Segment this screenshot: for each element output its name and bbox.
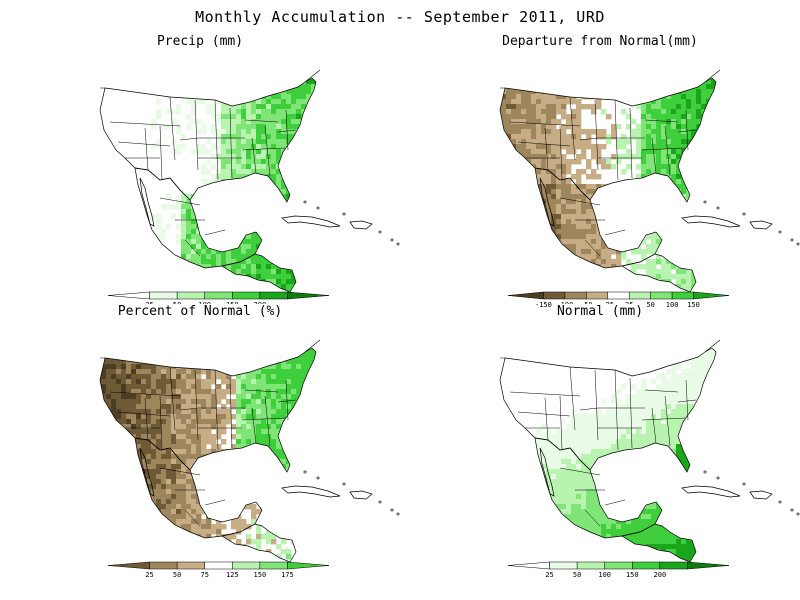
normal-colorbar-label: 150 — [626, 571, 639, 579]
panel-title-percent: Percent of Normal (%) — [115, 304, 285, 319]
precip-swatch-3 — [204, 291, 233, 300]
percent-map — [99, 339, 400, 563]
precip-map — [99, 69, 400, 293]
panel-normal: Normal (mm) 25 50 100 150 200 — [400, 300, 800, 600]
normal-colorbar-swatches — [507, 561, 730, 570]
percent-swatch-3 — [204, 561, 233, 570]
percent-boundaries — [99, 339, 400, 563]
normal-colorbar: 25 50 100 150 200 — [507, 561, 730, 579]
departure-colorbar: -150-100-50-252550100150 — [507, 291, 730, 309]
departure-swatch-0 — [507, 291, 544, 300]
precip-colorbar-swatches — [107, 291, 330, 300]
percent-colorbar-label: 25 — [145, 571, 153, 579]
departure-colorbar-swatches — [507, 291, 730, 300]
precip-swatch-6 — [287, 291, 330, 300]
normal-swatch-4 — [632, 561, 661, 570]
departure-swatch-1 — [543, 291, 566, 300]
precip-swatch-4 — [232, 291, 261, 300]
precip-swatch-0 — [107, 291, 150, 300]
departure-swatch-3 — [586, 291, 609, 300]
departure-swatch-8 — [693, 291, 730, 300]
departure-swatch-7 — [671, 291, 694, 300]
percent-colorbar-label: 150 — [254, 571, 267, 579]
departure-map — [499, 69, 800, 293]
panel-title-departure: Departure from Normal(mm) — [500, 34, 700, 49]
normal-swatch-5 — [659, 561, 688, 570]
normal-map — [499, 339, 800, 563]
percent-swatch-0 — [107, 561, 150, 570]
departure-colorbar-label: 100 — [666, 301, 679, 309]
percent-colorbar-label: 125 — [226, 571, 239, 579]
percent-colorbar-label: 175 — [281, 571, 294, 579]
normal-colorbar-label: 100 — [598, 571, 611, 579]
panel-departure: Departure from Normal(mm) -150-100-50-25… — [400, 30, 800, 330]
panel-percent: Percent of Normal (%) 25 50 75 125 150 175 — [0, 300, 400, 600]
percent-colorbar: 25 50 75 125 150 175 — [107, 561, 330, 579]
normal-swatch-0 — [507, 561, 550, 570]
precip-boundaries — [99, 69, 400, 293]
normal-boundaries — [499, 339, 800, 563]
percent-swatch-4 — [232, 561, 261, 570]
precip-swatch-2 — [176, 291, 205, 300]
panel-title-normal: Normal (mm) — [554, 304, 646, 319]
normal-colorbar-label: 25 — [545, 571, 553, 579]
percent-swatch-1 — [149, 561, 178, 570]
panel-title-precip: Precip (mm) — [154, 34, 246, 49]
normal-swatch-3 — [604, 561, 633, 570]
figure-title: Monthly Accumulation -- September 2011, … — [195, 8, 605, 26]
departure-colorbar-label: -150 — [535, 301, 552, 309]
departure-colorbar-label: 150 — [687, 301, 700, 309]
departure-swatch-4 — [607, 291, 630, 300]
percent-colorbar-label: 75 — [200, 571, 208, 579]
departure-colorbar-label: 50 — [646, 301, 654, 309]
departure-swatch-5 — [628, 291, 651, 300]
normal-colorbar-label: 50 — [573, 571, 581, 579]
percent-swatch-2 — [176, 561, 205, 570]
precip-swatch-1 — [149, 291, 178, 300]
normal-colorbar-label: 200 — [654, 571, 667, 579]
percent-colorbar-label: 50 — [173, 571, 181, 579]
percent-swatch-5 — [259, 561, 288, 570]
normal-swatch-1 — [549, 561, 578, 570]
percent-colorbar-swatches — [107, 561, 330, 570]
departure-boundaries — [499, 69, 800, 293]
normal-swatch-6 — [687, 561, 730, 570]
precip-swatch-5 — [259, 291, 288, 300]
normal-swatch-2 — [576, 561, 605, 570]
percent-swatch-6 — [287, 561, 330, 570]
departure-swatch-2 — [564, 291, 587, 300]
departure-swatch-6 — [650, 291, 673, 300]
